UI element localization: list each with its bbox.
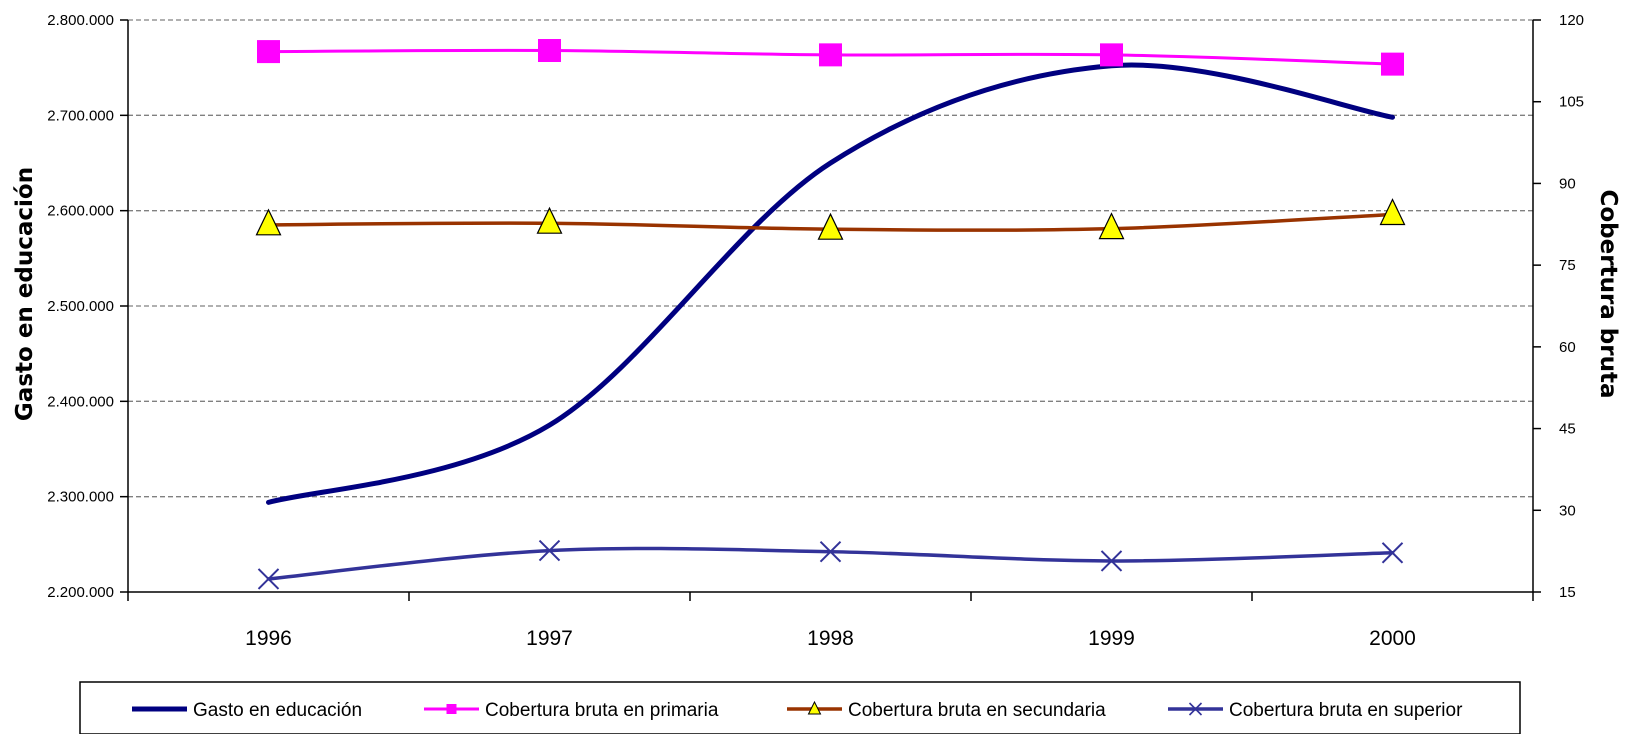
- x-axis-ticks: 1996 1997 1998 1999 2000: [127, 592, 1534, 650]
- legend-label: Gasto en educación: [193, 700, 362, 721]
- x-tick-label: 1998: [807, 627, 854, 650]
- data-point-marker: [817, 212, 844, 240]
- left-axis-ticks: 2.200.000 2.300.000 2.400.000 2.500.000 2.60…: [47, 12, 128, 601]
- legend-item: Cobertura bruta en superior: [1168, 700, 1463, 721]
- data-point-marker: [1379, 198, 1406, 226]
- left-tick-label: 2.600.000: [47, 203, 114, 220]
- gridlines: [128, 19, 1533, 498]
- series-line: [266, 62, 1395, 505]
- legend-marker: [807, 700, 822, 715]
- legend: Gasto en educación Cobertura bruta en pri…: [79, 681, 1521, 734]
- data-point-marker: [1100, 550, 1123, 572]
- data-point-marker: [536, 206, 563, 234]
- legend-item: Gasto en educación: [132, 700, 362, 721]
- legend-marker: [446, 704, 457, 714]
- legend-marker: [1188, 702, 1203, 716]
- data-point-marker: [255, 208, 282, 236]
- right-tick-label: 120: [1559, 12, 1584, 29]
- right-tick-label: 75: [1559, 257, 1576, 274]
- left-tick-label: 2.400.000: [47, 393, 114, 410]
- data-point-marker: [1100, 43, 1123, 67]
- right-tick-label: 60: [1559, 339, 1576, 356]
- series-lines: [266, 48, 1395, 581]
- left-axis-title: Gasto en educación: [12, 167, 38, 421]
- data-point-marker: [257, 568, 280, 590]
- x-tick-label: 1996: [245, 627, 292, 650]
- legend-label: Cobertura bruta en superior: [1229, 700, 1463, 721]
- data-point-marker: [538, 539, 561, 562]
- left-tick-label: 2.300.000: [47, 489, 114, 506]
- legend-item: Cobertura bruta en secundaria: [787, 700, 1106, 721]
- data-point-marker: [257, 40, 280, 64]
- data-point-marker: [1098, 212, 1125, 240]
- right-tick-label: 105: [1559, 94, 1584, 111]
- data-point-marker: [538, 39, 561, 63]
- right-axis-ticks: 15 30 45 60 75 90 105 120: [1533, 12, 1584, 601]
- right-axis-title: Cobertura bruta: [1595, 189, 1621, 398]
- left-tick-label: 2.200.000: [47, 584, 114, 601]
- x-tick-label: 1997: [526, 627, 573, 650]
- legend-item: Cobertura bruta en primaria: [424, 700, 719, 721]
- right-tick-label: 15: [1559, 584, 1576, 601]
- data-point-marker: [819, 43, 842, 67]
- legend-label: Cobertura bruta en primaria: [485, 700, 719, 721]
- data-point-marker: [819, 540, 842, 563]
- right-tick-label: 45: [1559, 421, 1576, 438]
- left-tick-label: 2.700.000: [47, 107, 114, 124]
- x-tick-label: 1999: [1088, 627, 1135, 650]
- data-point-marker: [1381, 52, 1404, 76]
- series-markers: [255, 39, 1406, 590]
- left-tick-label: 2.800.000: [47, 12, 114, 29]
- data-point-marker: [1381, 542, 1404, 564]
- right-tick-label: 30: [1559, 502, 1576, 519]
- left-tick-label: 2.500.000: [47, 298, 114, 315]
- right-tick-label: 90: [1559, 175, 1576, 192]
- legend-label: Cobertura bruta en secundaria: [848, 700, 1106, 721]
- x-tick-label: 2000: [1369, 627, 1416, 650]
